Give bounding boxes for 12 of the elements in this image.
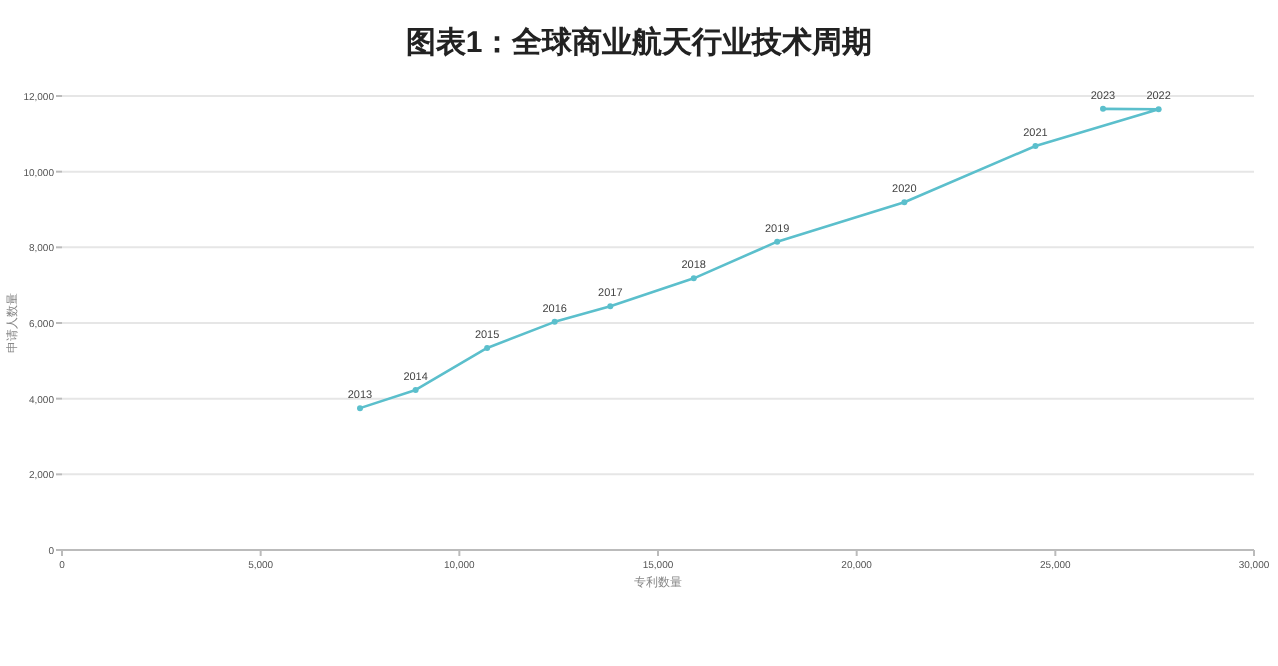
point [1155, 106, 1162, 113]
point [484, 344, 491, 351]
point [551, 318, 558, 325]
point [412, 386, 419, 393]
point [774, 238, 781, 245]
point [690, 275, 697, 282]
point [901, 199, 908, 206]
chart-title: 图表1：全球商业航天行业技术周期 [405, 24, 873, 60]
point [607, 303, 614, 310]
point [357, 405, 363, 412]
point [1100, 105, 1107, 112]
point [1032, 142, 1039, 149]
